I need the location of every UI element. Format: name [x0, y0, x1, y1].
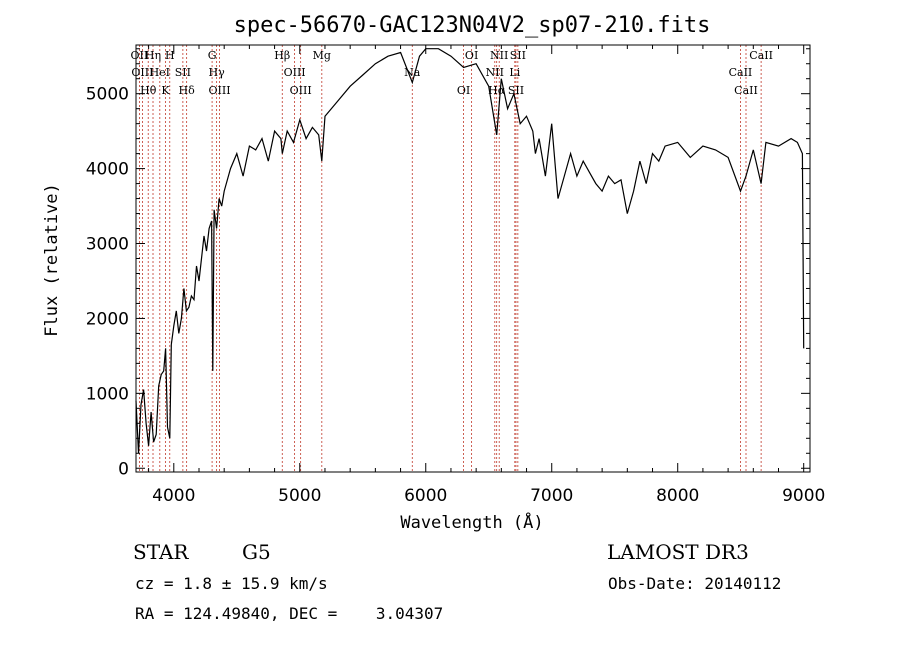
- spectral-line-label: Na: [404, 66, 421, 79]
- spectral-line-label: OIII: [131, 66, 153, 79]
- object-class: STAR: [133, 540, 189, 564]
- observation-date: Obs-Date: 20140112: [608, 574, 782, 593]
- spectral-line-label: OIII: [208, 84, 230, 97]
- x-tick-label: 9000: [782, 486, 825, 506]
- chart-title: spec-56670-GAC123N04V2_sp07-210.fits: [234, 13, 711, 38]
- spectral-line-labels: OIIOIIIHθHηHeIKHSIIHδGHγOIIIHβOIIIOIIIMg…: [131, 49, 773, 97]
- x-tick-label: 4000: [152, 486, 195, 506]
- spectral-line-label: NII: [486, 66, 504, 79]
- x-tick-label: 8000: [656, 486, 699, 506]
- spectral-line-label: Mg: [313, 49, 331, 62]
- spectral-line-label: CaII: [729, 66, 753, 79]
- spectral-line-label: H: [165, 49, 175, 62]
- y-tick-label: 5000: [86, 85, 129, 105]
- spectral-line-label: Hγ: [209, 66, 226, 79]
- x-tick-label: 6000: [404, 486, 447, 506]
- x-axis-ticks: 4000 5000 6000 7000 8000 9000: [148, 45, 825, 506]
- y-tick-label: 0: [118, 459, 129, 479]
- spectral-line-label: Li: [509, 66, 520, 79]
- x-tick-label: 5000: [278, 486, 321, 506]
- redshift-cz: cz = 1.8 ± 15.9 km/s: [135, 574, 328, 593]
- spectral-line-label: Hθ: [140, 84, 157, 97]
- spectral-line-label: K: [161, 84, 170, 97]
- x-tick-label: 7000: [530, 486, 573, 506]
- y-axis-ticks: 0 1000 2000 3000 4000 5000: [86, 48, 810, 479]
- spectral-line-label: OI: [465, 49, 478, 62]
- spectral-line-label: OIII: [284, 66, 306, 79]
- spectral-line-label: OIII: [290, 84, 312, 97]
- y-tick-label: 1000: [86, 384, 129, 404]
- x-axis-label: Wavelength (Å): [400, 511, 543, 533]
- y-axis-label: Flux (relative): [42, 183, 62, 337]
- spectral-line-markers: [139, 45, 762, 472]
- spectral-line-label: CaII: [734, 84, 758, 97]
- spectral-line-label: OI: [457, 84, 470, 97]
- spectral-line-label: CaII: [749, 49, 773, 62]
- plot-frame: [135, 44, 811, 473]
- survey-name: LAMOST DR3: [607, 540, 749, 564]
- object-subclass: G5: [242, 540, 271, 564]
- y-tick-label: 4000: [86, 160, 129, 180]
- spectral-line-label: NII: [490, 49, 508, 62]
- coordinates: RA = 124.49840, DEC = 3.04307: [135, 604, 444, 623]
- y-tick-label: 3000: [86, 235, 129, 255]
- spectrum-series-line: [135, 48, 805, 454]
- spectral-line-label: Hη: [145, 49, 161, 62]
- spectral-line-label: Hδ: [179, 84, 196, 97]
- spectral-line-label: SII: [510, 49, 526, 62]
- spectral-line-label: SII: [508, 84, 524, 97]
- y-tick-label: 2000: [86, 309, 129, 329]
- spectral-line-label: OII: [131, 49, 149, 62]
- spectral-line-label: HeI: [150, 66, 170, 79]
- spectral-line-label: Hβ: [274, 49, 290, 62]
- spectral-line-label: SII: [175, 66, 191, 79]
- spectral-line-label: G: [208, 49, 217, 62]
- spectral-line-label: Hα: [488, 84, 506, 97]
